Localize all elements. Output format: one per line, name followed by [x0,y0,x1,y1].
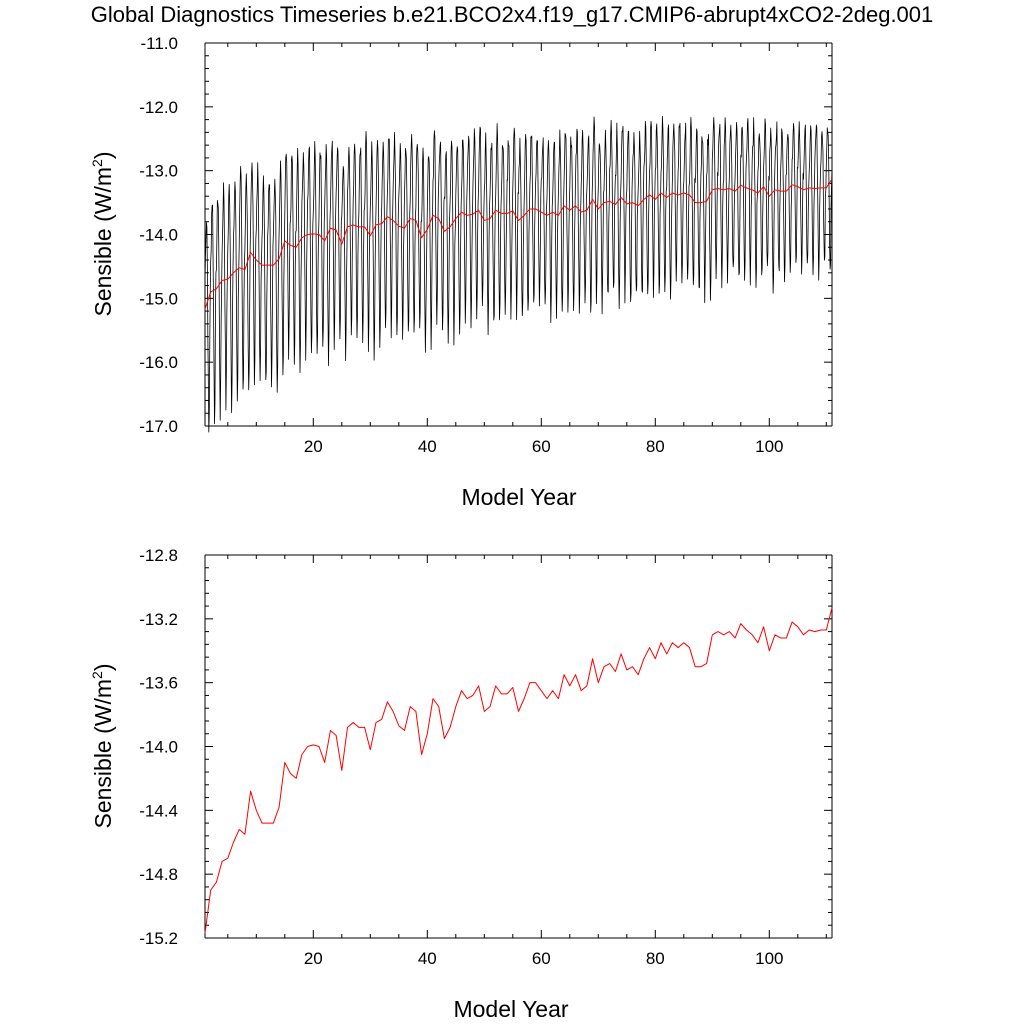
y-tick-label: -17.0 [139,417,178,436]
upper-panel-tick-labels: 20 40 60 80 100 -17.0 -16.0 -15.0 -14.0 -13.0 -12.… [139,34,783,456]
x-tick-label: 80 [646,949,665,968]
upper-panel-series [204,115,833,433]
y-tick-label: -11.0 [141,34,179,53]
figure-title: Global Diagnostics Timeseries b.e21.BCO2… [91,2,934,27]
upper-timeseries-panel: 20 40 60 80 100 -17.0 -16.0 -15.0 -14.0 -13.0 -12.… [89,34,833,510]
annual-mean-series-line [204,178,833,310]
upper-y-axis-label: Sensible (W/m2) [89,151,116,316]
annual-mean-series-line [204,607,833,934]
y-tick-label: -14.4 [139,801,178,820]
x-tick-label: 100 [755,437,783,456]
y-tick-label: -14.8 [139,865,178,884]
x-tick-label: 80 [646,437,665,456]
y-tick-label: -14.0 [139,738,178,757]
x-tick-label: 20 [304,949,323,968]
y-tick-label: -15.2 [139,929,178,948]
lower-annual-mean-panel: 20 40 60 80 100 -15.2 -14.8 -14.4 -14.0 -13.6 -13.… [89,546,833,1022]
y-tick-label: -13.6 [139,674,178,693]
lower-y-axis-label: Sensible (W/m2) [89,663,116,828]
y-tick-label: -15.0 [139,289,178,308]
upper-x-axis-label: Model Year [461,484,576,510]
x-tick-label: 100 [755,949,783,968]
y-tick-label: -14.0 [139,226,178,245]
y-tick-label: -12.8 [139,546,178,565]
x-tick-label: 60 [532,949,551,968]
lower-panel-ticks [205,554,832,939]
x-tick-label: 40 [418,437,437,456]
x-tick-label: 40 [418,949,437,968]
lower-panel-series [204,607,833,934]
y-tick-label: -16.0 [139,353,178,372]
y-tick-label: -12.0 [139,98,178,117]
lower-panel-tick-labels: 20 40 60 80 100 -15.2 -14.8 -14.4 -14.0 -13.6 -13.… [139,546,783,968]
x-tick-label: 60 [532,437,551,456]
y-tick-label: -13.0 [139,162,178,181]
lower-x-axis-label: Model Year [453,996,568,1022]
y-tick-label: -13.2 [139,610,178,629]
monthly-series-line [204,115,833,433]
x-tick-label: 20 [304,437,323,456]
